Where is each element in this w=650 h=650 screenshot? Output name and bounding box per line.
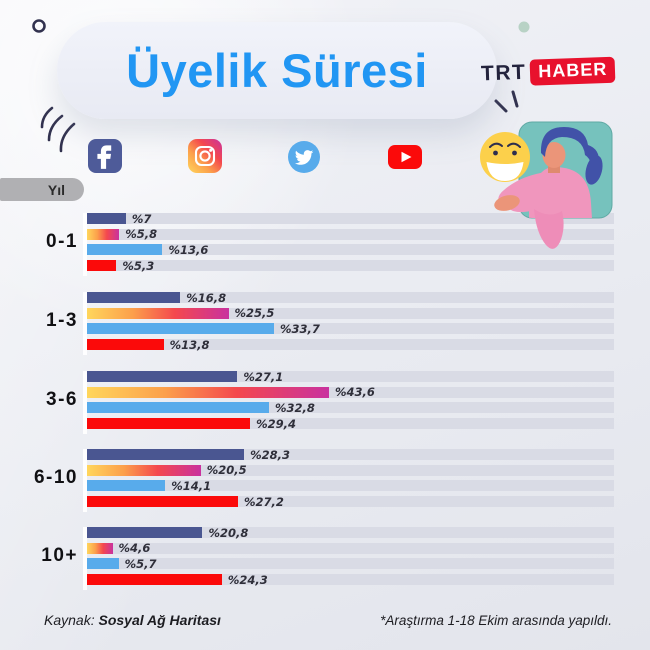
group-label: 1-3	[46, 310, 78, 331]
bar-youtube	[87, 418, 251, 430]
bar-value-label: %20,5	[206, 463, 247, 478]
bar-track: %16,8	[87, 290, 614, 305]
bar-value-label: %5,3	[122, 258, 155, 273]
year-axis-label: Yıl	[47, 181, 65, 198]
bar-instagram	[87, 386, 329, 398]
bar-youtube	[87, 260, 117, 272]
bar-track: %27,2	[87, 494, 614, 509]
bar-value-label: %43,6	[334, 385, 375, 400]
bar-twitter	[87, 323, 275, 335]
bar-value-label: %29,4	[256, 416, 297, 431]
bar-track: %33,7	[87, 321, 614, 336]
emoji-face	[480, 132, 530, 182]
bar-track: %7	[87, 211, 614, 226]
bar-track: %4,6	[87, 541, 614, 556]
bar-value-label: %14,1	[171, 478, 212, 493]
bar-instagram	[87, 542, 113, 554]
research-note: *Araştırma 1-18 Ekim arasında yapıldı.	[380, 613, 612, 628]
group-label: 3-6	[46, 389, 78, 410]
arc-doodles-icon	[47, 114, 64, 142]
bar-track: %27,1	[87, 369, 614, 384]
page-title: Üyelik Süresi	[126, 44, 428, 97]
bar-track: %25,5	[87, 306, 614, 321]
bar-track: %20,8	[87, 525, 614, 540]
sleeve-drape	[534, 209, 564, 249]
bar-value-label: %25,5	[234, 306, 275, 321]
bar-value-label: %27,1	[243, 369, 284, 384]
source-name: Sosyal Ağ Haritası	[98, 612, 221, 628]
title-pill: Üyelik Süresi	[57, 22, 497, 119]
year-axis-tab: Yıl	[0, 178, 84, 201]
bar-facebook	[87, 449, 245, 460]
source-prefix: Kaynak:	[44, 612, 95, 628]
bar-value-label: %24,3	[227, 572, 268, 587]
bar-twitter	[87, 480, 166, 492]
bar-track: %14,1	[87, 478, 614, 493]
bar-value-label: %20,8	[208, 525, 249, 540]
bar-value-label: %16,8	[186, 290, 227, 305]
bar-track: %28,3	[87, 447, 614, 462]
ring-doodle-icon	[32, 19, 46, 33]
bar-instagram	[87, 464, 201, 476]
group-label: 10+	[41, 545, 78, 566]
bar-instagram	[87, 228, 120, 240]
bar-facebook	[87, 213, 126, 224]
tick-doodle-icon	[494, 99, 508, 113]
group-label: 6-10	[33, 467, 78, 488]
bar-value-label: %4,6	[118, 541, 151, 556]
bar-track: %43,6	[87, 385, 614, 400]
bar-track: %13,8	[87, 337, 614, 352]
bar-value-label: %5,7	[124, 556, 157, 571]
woman-with-emoji-illustration	[480, 121, 613, 249]
bar-facebook	[87, 371, 238, 382]
bar-track: %32,8	[87, 400, 614, 415]
bar-track: %20,5	[87, 463, 614, 478]
bar-twitter	[87, 558, 119, 570]
bar-value-label: %7	[131, 211, 152, 226]
bar-instagram	[87, 307, 229, 319]
instagram-icon	[188, 139, 222, 173]
arc-doodles-icon	[40, 106, 54, 129]
bar-twitter	[87, 402, 270, 414]
bar-value-label: %32,8	[275, 400, 315, 415]
facebook-icon	[88, 139, 122, 173]
bar-youtube	[87, 574, 222, 586]
bar-value-label: %5,8	[125, 227, 158, 242]
bar-facebook	[87, 292, 181, 303]
bar-youtube	[87, 339, 164, 351]
bar-facebook	[87, 527, 203, 538]
bar-value-label: %13,6	[168, 242, 209, 257]
bar-value-label: %28,3	[250, 447, 290, 462]
bar-track: %29,4	[87, 416, 614, 431]
green-dot-icon	[518, 21, 530, 33]
bar-track: %5,8	[87, 227, 614, 242]
youtube-icon	[388, 145, 422, 169]
bar-youtube	[87, 496, 238, 508]
tick-doodle-icon	[511, 90, 519, 108]
bar-value-label: %33,7	[280, 321, 320, 336]
twitter-icon	[288, 141, 320, 173]
hand	[494, 195, 520, 211]
arc-doodles-icon	[59, 122, 76, 153]
bar-track: %5,7	[87, 556, 614, 571]
bar-track: %13,6	[87, 242, 614, 257]
bar-track: %5,3	[87, 258, 614, 273]
group-label: 0-1	[46, 231, 78, 252]
bar-twitter	[87, 244, 163, 256]
bar-value-label: %13,8	[169, 337, 210, 352]
bar-value-label: %27,2	[243, 494, 284, 509]
source-note: Kaynak: Sosyal Ağ Haritası	[44, 612, 221, 628]
bar-track: %24,3	[87, 572, 614, 587]
